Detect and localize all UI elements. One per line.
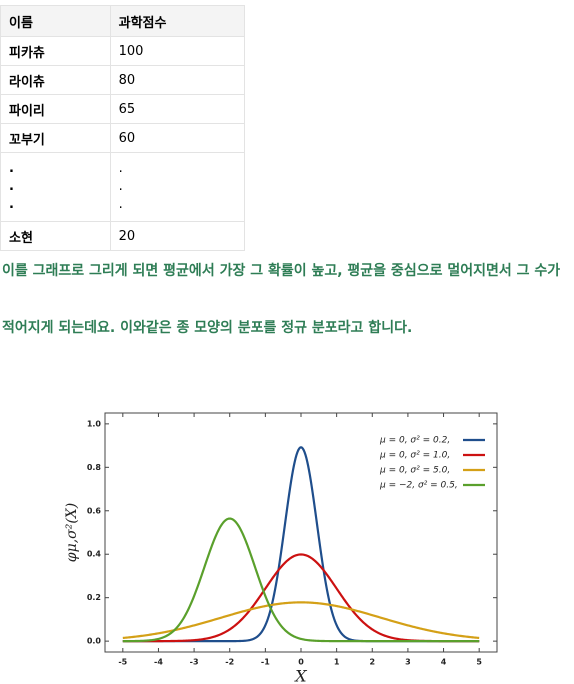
x-tick-label: 1	[334, 658, 340, 667]
row: 피카츄 100	[0, 36, 246, 66]
curve	[122, 601, 480, 640]
cell: . . .	[109, 152, 246, 222]
cell: 65	[109, 94, 246, 124]
x-tick-label: 2	[369, 658, 375, 667]
row: 파이리 65	[0, 94, 246, 124]
cell: 100	[109, 36, 246, 66]
cell: 라이츄	[0, 65, 111, 95]
x-tick-label: -5	[118, 658, 127, 667]
x-tick-label: 3	[405, 658, 411, 667]
cell: 피카츄	[0, 36, 111, 66]
x-tick-label: -4	[154, 658, 163, 667]
y-axis-label: φμ,σ²(X)	[64, 503, 80, 562]
cell: 파이리	[0, 94, 111, 124]
y-tick-label: 1.0	[87, 419, 102, 428]
legend-label: μ = −2, σ² = 0.5,	[379, 481, 458, 491]
y-tick-label: 0.8	[87, 463, 102, 472]
x-tick-label: -3	[190, 658, 199, 667]
score-table: 이름 과학점수 피카츄 100 라이츄 80 파이리 65 꼬부기 60. . .. . . 소현 2…	[0, 5, 246, 251]
row: . . .. . .	[0, 152, 246, 222]
row: 라이츄 80	[0, 65, 246, 95]
cell: . . .	[0, 152, 111, 222]
x-tick-label: -2	[225, 658, 234, 667]
cell: 60	[109, 123, 246, 153]
header-cell: 이름	[0, 5, 111, 37]
cell: 소현	[0, 221, 111, 251]
x-axis-label: X	[293, 667, 307, 684]
header-cell: 과학점수	[109, 5, 246, 37]
chart: -5 -4 -3 -2 -1 0 1 2 3 4 5 0.0 0.2 0.4 0.6 0.8 1.0 Xφμ,σ²…	[64, 412, 498, 684]
cell: 80	[109, 65, 246, 95]
y-tick-label: 0.0	[87, 637, 102, 646]
paragraph: 이를 그래프로 그리게 되면 평균에서 가장 그 확률이 높고, 평균을 중심으…	[2, 263, 561, 279]
y-tick-label: 0.6	[87, 506, 102, 515]
plot-frame	[104, 412, 498, 653]
row: 소현 20	[0, 221, 246, 251]
curve	[122, 517, 480, 643]
legend-label: μ = 0, σ² = 0.2,	[379, 436, 450, 446]
y-tick-label: 0.2	[87, 593, 101, 602]
x-tick-label: -1	[261, 658, 270, 667]
cell: 꼬부기	[0, 123, 111, 153]
legend-label: μ = 0, σ² = 5.0,	[379, 466, 450, 476]
x-tick-label: 0	[298, 658, 304, 667]
legend-label: μ = 0, σ² = 1.0,	[379, 451, 450, 461]
x-tick-label: 5	[476, 658, 482, 667]
row: 꼬부기 60	[0, 123, 246, 153]
paragraph: 적어지게 되는데요. 이와같은 종 모양의 분포를 정규 분포라고 합니다.	[2, 320, 413, 336]
x-tick-label: 4	[441, 658, 447, 667]
y-tick-label: 0.4	[87, 550, 102, 559]
cell: 20	[109, 221, 246, 251]
